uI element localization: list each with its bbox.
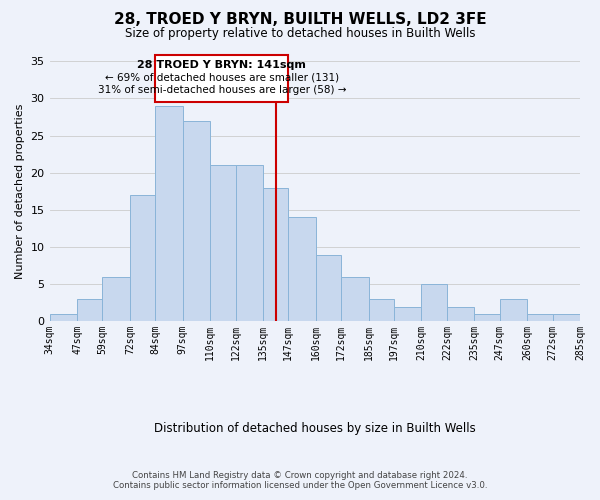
Bar: [130, 195, 155, 322]
Bar: [394, 306, 421, 322]
Bar: [182, 121, 210, 322]
Bar: [475, 314, 500, 322]
Bar: [316, 254, 341, 322]
Bar: [263, 188, 289, 322]
Text: Size of property relative to detached houses in Builth Wells: Size of property relative to detached ho…: [125, 28, 475, 40]
Bar: [447, 306, 475, 322]
Text: Contains HM Land Registry data © Crown copyright and database right 2024.
Contai: Contains HM Land Registry data © Crown c…: [113, 470, 487, 490]
Y-axis label: Number of detached properties: Number of detached properties: [15, 104, 25, 279]
Bar: [368, 299, 394, 322]
Bar: [553, 314, 580, 322]
X-axis label: Distribution of detached houses by size in Builth Wells: Distribution of detached houses by size …: [154, 422, 476, 435]
Bar: [341, 277, 368, 322]
FancyBboxPatch shape: [155, 56, 289, 102]
Bar: [236, 166, 263, 322]
Bar: [77, 299, 103, 322]
Bar: [421, 284, 447, 322]
Bar: [527, 314, 553, 322]
Bar: [289, 218, 316, 322]
Bar: [500, 299, 527, 322]
Text: 28, TROED Y BRYN, BUILTH WELLS, LD2 3FE: 28, TROED Y BRYN, BUILTH WELLS, LD2 3FE: [113, 12, 487, 28]
Bar: [210, 166, 236, 322]
Bar: [50, 314, 77, 322]
Text: 28 TROED Y BRYN: 141sqm: 28 TROED Y BRYN: 141sqm: [137, 60, 306, 70]
Text: 31% of semi-detached houses are larger (58) →: 31% of semi-detached houses are larger (…: [98, 85, 346, 95]
Text: ← 69% of detached houses are smaller (131): ← 69% of detached houses are smaller (13…: [105, 72, 339, 83]
Bar: [103, 277, 130, 322]
Bar: [155, 106, 182, 322]
